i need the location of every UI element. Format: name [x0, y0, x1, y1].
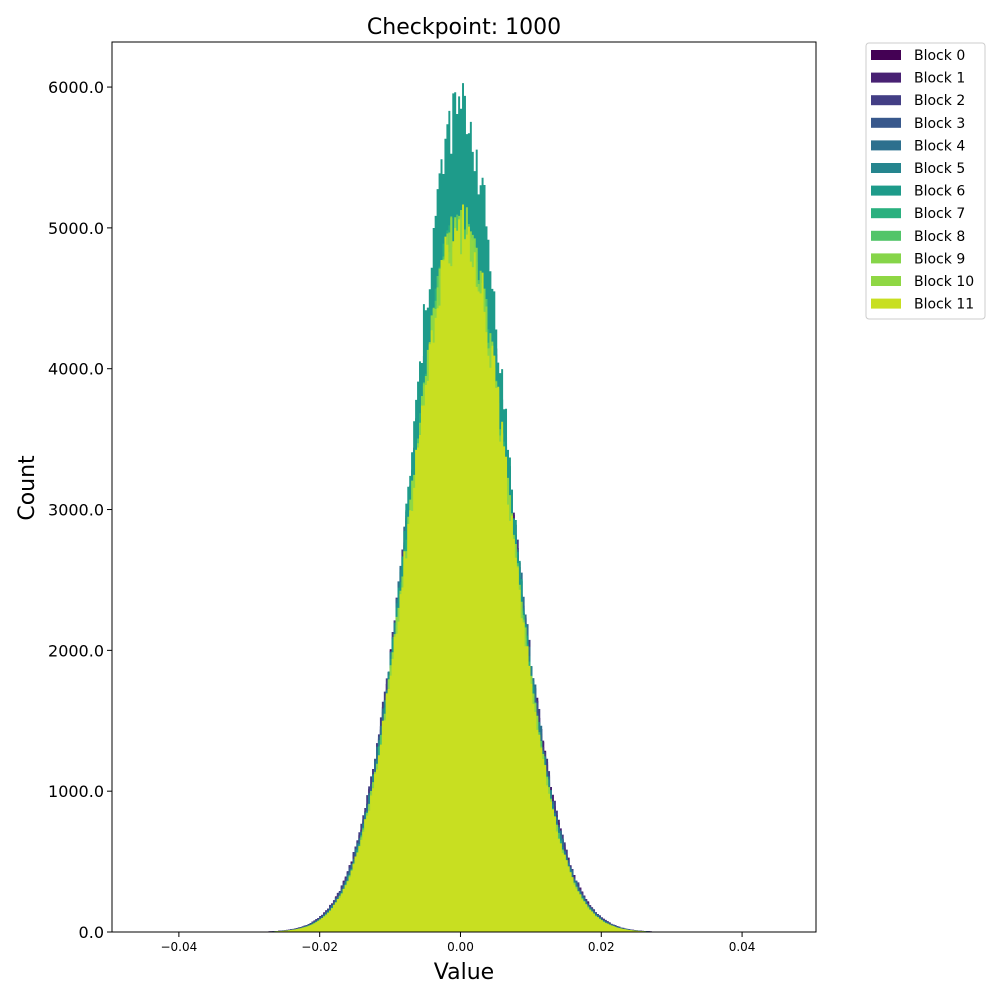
series-block-11	[112, 204, 816, 933]
legend-label: Block 6	[914, 184, 965, 200]
legend-label: Block 0	[914, 48, 965, 64]
y-tick-label: 6000.0	[48, 78, 104, 97]
legend-swatch	[871, 50, 901, 60]
series-layer	[112, 83, 816, 933]
legend-swatch	[871, 72, 901, 83]
legend-label: Block 3	[914, 116, 965, 132]
y-tick-label: 2000.0	[48, 641, 104, 660]
legend-swatch	[871, 95, 901, 106]
x-tick-label: 0.04	[729, 940, 756, 954]
y-axis: 0.0 1000.0 2000.0 3000.0 4000.0 5000.0 6000.0	[48, 78, 112, 942]
legend-label: Block 11	[914, 297, 974, 313]
legend-swatch	[871, 230, 901, 241]
y-tick-label: 5000.0	[48, 219, 104, 238]
legend-label: Block 1	[914, 71, 965, 87]
y-tick-label: 0.0	[79, 923, 104, 942]
legend: Block 0 Block 1 Block 2 Block 3 Block 4 Block…	[865, 42, 986, 320]
y-tick-label: 4000.0	[48, 360, 104, 379]
legend-label: Block 4	[914, 138, 965, 154]
legend-swatch	[871, 253, 901, 264]
legend-swatch	[871, 140, 901, 151]
legend-box	[865, 42, 986, 320]
x-tick-label: 0.00	[447, 940, 474, 954]
y-axis-label: Count	[15, 455, 40, 521]
x-tick-label: 0.02	[588, 940, 615, 954]
legend-label: Block 9	[914, 251, 965, 267]
legend-label: Block 2	[914, 93, 965, 109]
legend-swatch	[871, 163, 901, 173]
legend-swatch	[871, 276, 901, 286]
legend-swatch	[871, 298, 901, 309]
x-axis: −0.04 −0.02 0.00 0.02 0.04	[160, 932, 755, 954]
legend-label: Block 10	[914, 274, 974, 290]
plot-frame	[111, 41, 817, 933]
legend-swatch	[871, 117, 901, 128]
legend-swatch	[871, 208, 901, 219]
x-tick-label: −0.02	[301, 940, 338, 954]
x-axis-label: Value	[434, 960, 494, 985]
legend-label: Block 7	[914, 206, 965, 222]
y-tick-label: 3000.0	[48, 501, 104, 520]
chart-title: Checkpoint: 1000	[367, 15, 561, 40]
legend-swatch	[871, 185, 901, 196]
x-tick-label: −0.04	[160, 940, 197, 954]
legend-label: Block 5	[914, 161, 965, 177]
legend-label: Block 8	[914, 229, 965, 245]
y-tick-label: 1000.0	[48, 782, 104, 801]
